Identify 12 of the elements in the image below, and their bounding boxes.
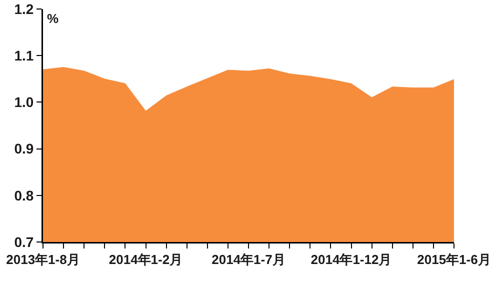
y-tick-label: 0.7 (14, 234, 34, 250)
x-tick-label: 2015年1-6月 (417, 252, 491, 268)
y-tick-label: 1.0 (14, 94, 34, 110)
y-axis-title: % (47, 11, 59, 26)
y-tick-label: 1.2 (14, 0, 34, 17)
y-tick-label: 0.9 (14, 140, 34, 157)
y-tick-label: 0.8 (14, 187, 34, 204)
x-tick-label: 2014年1-2月 (108, 252, 183, 268)
x-tick-label: 2014年1-12月 (310, 252, 392, 268)
y-tick-label: 1.1 (14, 48, 34, 64)
x-tick-label: 2014年1-7月 (212, 252, 286, 268)
x-tick-label: 2013年1-8月 (6, 252, 80, 268)
